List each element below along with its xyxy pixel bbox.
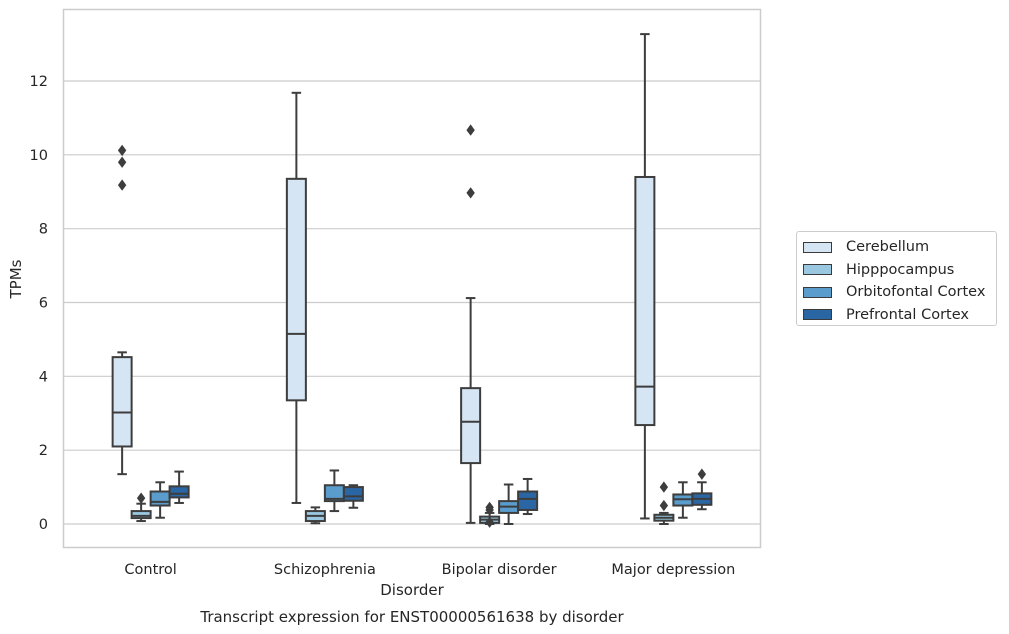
box-group bbox=[634, 33, 656, 520]
outlier-point bbox=[117, 179, 127, 191]
legend-label: Orbitofontal Cortex bbox=[846, 284, 986, 301]
y-tick-label: 4 bbox=[39, 369, 48, 385]
legend-label: Cerebellum bbox=[846, 239, 930, 256]
legend-label: Prefrontal Cortex bbox=[846, 306, 969, 323]
chart-title: Transcript expression for ENST0000056163… bbox=[199, 608, 624, 626]
box bbox=[111, 356, 133, 448]
outlier-point bbox=[466, 124, 475, 136]
box-group bbox=[517, 477, 539, 516]
box-group bbox=[691, 468, 713, 511]
x-tick-labels: Control Schizophrenia Bipolar disorder Majo… bbox=[124, 562, 735, 578]
outlier-point bbox=[697, 468, 707, 480]
x-tick-label: Bipolar disorder bbox=[442, 562, 557, 578]
box-group bbox=[653, 481, 675, 525]
legend-swatch bbox=[803, 264, 832, 276]
box bbox=[285, 177, 307, 402]
box-group bbox=[285, 91, 307, 504]
box-group bbox=[460, 124, 482, 524]
box-group bbox=[672, 481, 694, 519]
box-group bbox=[130, 492, 152, 523]
box-group bbox=[498, 483, 520, 525]
legend-item[interactable]: Prefrontal Cortex bbox=[803, 304, 996, 327]
y-tick-label: 6 bbox=[39, 296, 48, 312]
x-tick-label: Schizophrenia bbox=[274, 562, 376, 578]
outlier-point bbox=[659, 481, 669, 493]
outlier-point bbox=[466, 187, 475, 199]
legend: Cerebellum Hipppocampus Orbitofontal Corte… bbox=[796, 231, 997, 326]
box bbox=[517, 490, 539, 511]
outlier-point bbox=[136, 492, 146, 504]
legend-item[interactable]: Cerebellum bbox=[803, 236, 996, 259]
y-tick-label: 10 bbox=[30, 148, 48, 164]
box-group bbox=[479, 501, 501, 528]
legend-item[interactable]: Hipppocampus bbox=[803, 259, 996, 282]
box-group bbox=[111, 144, 133, 476]
box-group bbox=[323, 469, 345, 513]
legend-swatch bbox=[803, 286, 832, 298]
y-tick-label: 8 bbox=[39, 222, 48, 238]
y-tick-label: 12 bbox=[30, 74, 48, 90]
y-tick-label: 0 bbox=[39, 517, 48, 533]
box-group bbox=[304, 506, 326, 525]
x-tick-label: Control bbox=[124, 562, 176, 578]
x-tick-label: Major depression bbox=[611, 562, 735, 578]
box bbox=[130, 510, 152, 520]
outlier-point bbox=[485, 516, 494, 528]
box bbox=[634, 175, 656, 427]
box bbox=[342, 486, 364, 502]
outlier-point bbox=[117, 156, 127, 168]
y-tick-label: 2 bbox=[39, 443, 48, 459]
outlier-point bbox=[659, 499, 669, 512]
boxes-layer bbox=[111, 33, 713, 528]
box bbox=[460, 387, 482, 465]
box bbox=[149, 490, 171, 507]
grid-lines bbox=[63, 80, 761, 525]
x-axis-label: Disorder bbox=[380, 581, 444, 599]
plot-area-frame bbox=[62, 8, 762, 549]
legend-swatch bbox=[803, 241, 832, 253]
box bbox=[168, 485, 190, 499]
box-group bbox=[149, 481, 171, 519]
box-group bbox=[168, 470, 190, 504]
outlier-point bbox=[485, 504, 494, 516]
y-tick-labels: 0 2 4 6 8 10 12 bbox=[30, 74, 48, 533]
legend-swatch bbox=[803, 309, 832, 321]
y-axis-label: TPMs bbox=[7, 259, 25, 299]
legend-label: Hipppocampus bbox=[846, 261, 955, 278]
legend-item[interactable]: Orbitofontal Cortex bbox=[803, 281, 996, 304]
box-group bbox=[342, 484, 364, 509]
outlier-point bbox=[117, 144, 127, 157]
